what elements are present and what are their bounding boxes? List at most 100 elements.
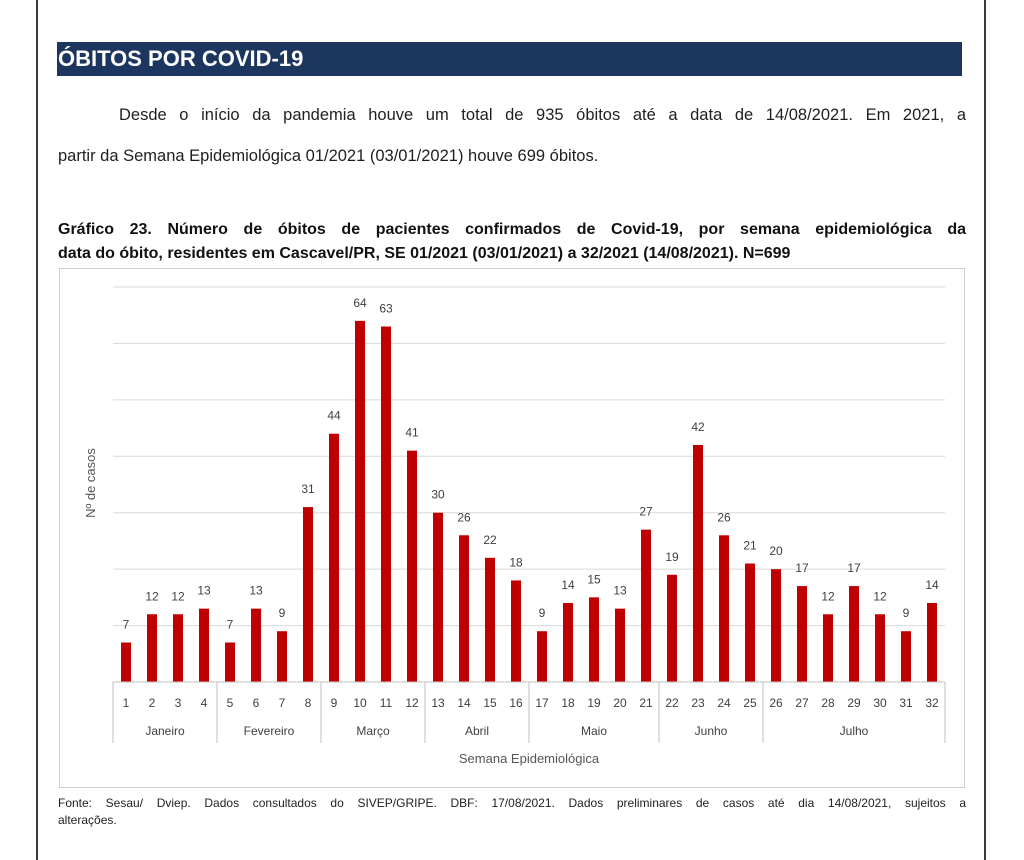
bar	[459, 535, 469, 682]
x-tick-label: 29	[847, 696, 861, 710]
bar	[433, 512, 443, 682]
bar	[355, 320, 365, 682]
data-label: 20	[769, 544, 783, 558]
month-group-label: Janeiro	[145, 724, 185, 738]
page-right-border	[984, 0, 986, 860]
x-axis: 1 2 3 4 5 6 7 8 9 10 11 12 13 14 15 16 17 18 19 20 21 22 23 24 2…	[112, 681, 946, 743]
data-label: 14	[561, 578, 575, 592]
bar	[641, 529, 651, 682]
month-group-label: Junho	[695, 724, 728, 738]
data-label: 12	[145, 589, 159, 603]
x-tick-label: 18	[561, 696, 575, 710]
x-tick-label: 21	[639, 696, 653, 710]
bar	[589, 597, 599, 682]
x-tick-label: 5	[227, 696, 234, 710]
section-header-bar	[57, 42, 962, 76]
month-group-label: Julho	[840, 724, 869, 738]
paragraph-line-1: Desde o início da pandemia houve um tota…	[119, 106, 966, 124]
data-label: 31	[301, 482, 315, 496]
bar	[329, 433, 339, 682]
bar	[797, 586, 807, 682]
data-label: 64	[353, 296, 367, 310]
bar	[511, 580, 521, 682]
x-tick-label: 26	[769, 696, 783, 710]
data-label: 17	[847, 561, 861, 575]
data-label: 22	[483, 533, 497, 547]
data-label: 17	[795, 561, 809, 575]
x-tick-label: 16	[509, 696, 523, 710]
bar	[303, 507, 313, 682]
data-label: 7	[123, 618, 130, 632]
x-axis-title: Semana Epidemiológica	[459, 751, 600, 766]
x-tick-label: 13	[431, 696, 445, 710]
x-tick-label: 24	[717, 696, 731, 710]
x-tick-label: 14	[457, 696, 471, 710]
x-tick-label: 3	[175, 696, 182, 710]
x-tick-label: 22	[665, 696, 679, 710]
bar	[173, 614, 183, 682]
bar	[147, 614, 157, 682]
section-title: ÓBITOS POR COVID-19	[58, 46, 304, 71]
data-label: 44	[327, 409, 341, 423]
data-label: 13	[613, 584, 627, 598]
page-left-border	[36, 0, 38, 860]
data-label: 63	[379, 302, 393, 316]
x-tick-label: 12	[405, 696, 419, 710]
bar	[719, 535, 729, 682]
bar	[121, 642, 131, 682]
bars	[121, 320, 937, 682]
x-tick-label: 15	[483, 696, 497, 710]
data-label: 13	[197, 584, 211, 598]
x-tick-label: 28	[821, 696, 835, 710]
bar	[823, 614, 833, 682]
data-label: 9	[539, 606, 546, 620]
bar	[485, 557, 495, 682]
x-tick-label: 2	[149, 696, 156, 710]
bar	[225, 642, 235, 682]
x-tick-label: 30	[873, 696, 887, 710]
bar	[849, 586, 859, 682]
x-tick-label: 9	[331, 696, 338, 710]
paragraph-line-2: partir da Semana Epidemiológica 01/2021 …	[58, 147, 599, 165]
bar	[615, 608, 625, 682]
data-label: 9	[279, 606, 286, 620]
data-label: 12	[171, 589, 185, 603]
x-tick-label: 17	[535, 696, 549, 710]
bar	[667, 574, 677, 682]
chart-frame	[59, 268, 965, 788]
x-tick-label: 11	[380, 696, 393, 710]
x-tick-label: 31	[899, 696, 913, 710]
month-group-label: Abril	[465, 724, 489, 738]
bar	[277, 631, 287, 682]
month-group-label: Maio	[581, 724, 607, 738]
bar	[693, 445, 703, 682]
x-tick-label: 6	[253, 696, 260, 710]
month-group-label: Fevereiro	[244, 724, 295, 738]
x-tick-label: 1	[123, 696, 130, 710]
bar	[537, 631, 547, 682]
x-tick-label: 25	[743, 696, 757, 710]
data-label: 26	[717, 510, 731, 524]
data-label: 12	[821, 589, 835, 603]
data-label: 9	[903, 606, 910, 620]
x-tick-label: 23	[691, 696, 705, 710]
x-tick-label: 27	[795, 696, 809, 710]
bar	[251, 608, 261, 682]
bar	[381, 326, 391, 682]
bar	[901, 631, 911, 682]
data-label: 15	[587, 572, 601, 586]
x-tick-label: 32	[925, 696, 939, 710]
y-axis-title: Nº de casos	[83, 448, 98, 518]
data-label: 27	[639, 505, 653, 519]
data-label: 19	[665, 550, 679, 564]
data-label: 42	[691, 420, 705, 434]
x-tick-label: 8	[305, 696, 312, 710]
footnote-line-2: alterações.	[58, 813, 117, 827]
data-label: 13	[249, 584, 263, 598]
footnote-line-1: Fonte: Sesau/ Dviep. Dados consultados d…	[58, 796, 966, 810]
bar	[745, 563, 755, 682]
bar	[927, 603, 937, 682]
gridlines	[113, 286, 945, 627]
